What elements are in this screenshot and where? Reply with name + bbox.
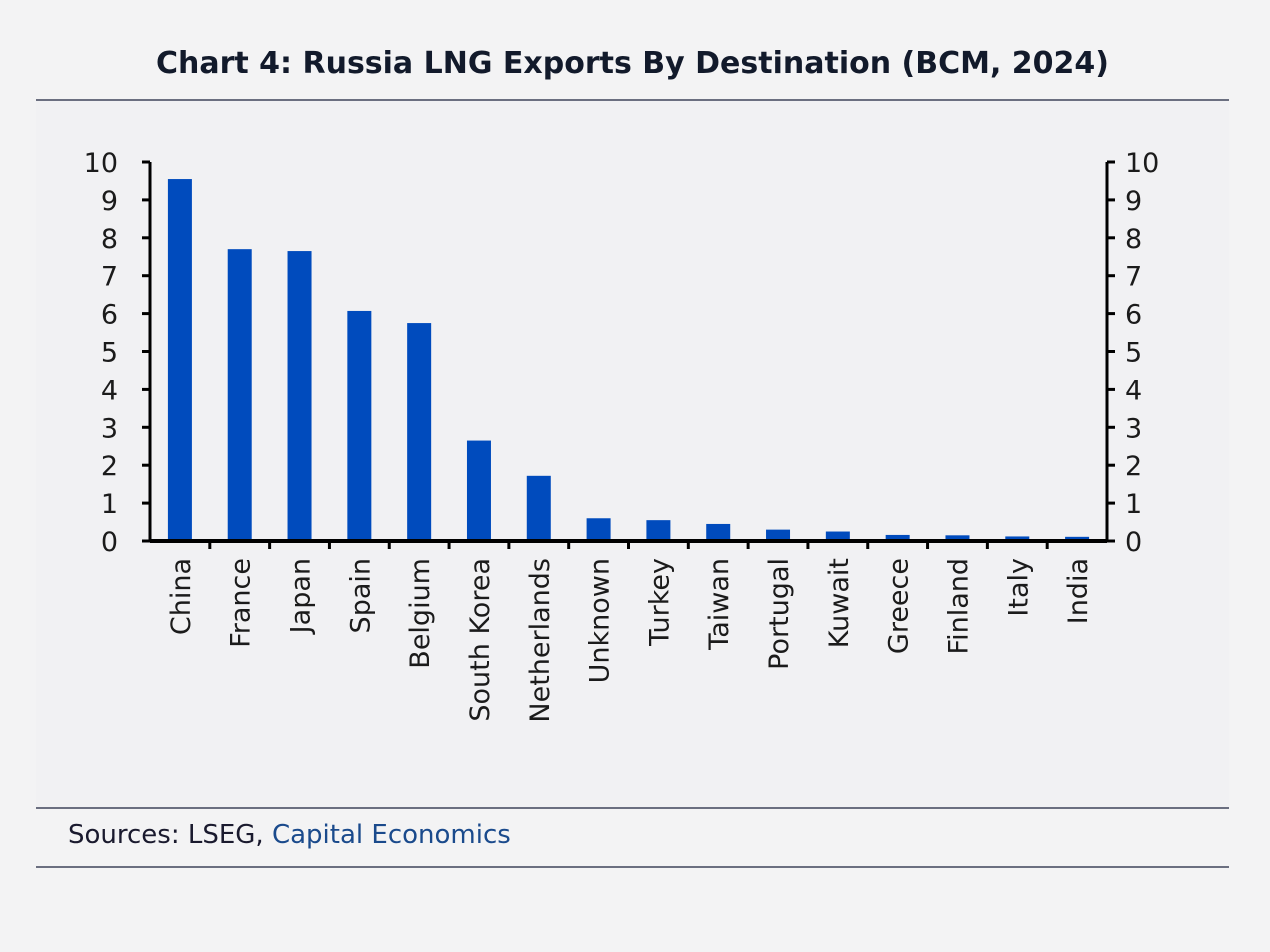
x-category-label: France bbox=[226, 558, 257, 648]
bar-belgium bbox=[407, 323, 432, 541]
x-category-label: Belgium bbox=[405, 558, 436, 669]
y-tick-label-left: 9 bbox=[101, 186, 118, 217]
bar-france bbox=[227, 249, 252, 542]
bar-japan bbox=[287, 251, 312, 541]
y-tick-label-right: 4 bbox=[1125, 375, 1142, 406]
x-category-label: India bbox=[1063, 558, 1094, 624]
x-category-label: Unknown bbox=[585, 558, 616, 683]
source-note: Sources: LSEG, Capital Economics bbox=[68, 820, 511, 850]
y-tick-label-right: 7 bbox=[1125, 262, 1142, 293]
source-brand-link[interactable]: Capital Economics bbox=[271, 820, 511, 850]
bar-italy bbox=[1005, 536, 1030, 541]
bottom-divider bbox=[36, 866, 1229, 868]
y-tick-label-left: 7 bbox=[101, 262, 118, 293]
bar-portugal bbox=[766, 529, 791, 541]
y-tick-label-left: 8 bbox=[101, 224, 118, 255]
x-category-label: Turkey bbox=[644, 558, 675, 647]
y-tick-label-right: 0 bbox=[1125, 527, 1142, 558]
bar-india bbox=[1065, 536, 1090, 541]
source-top-divider bbox=[36, 807, 1229, 809]
x-category-label: China bbox=[166, 558, 197, 635]
source-prefix: Sources: LSEG, bbox=[68, 820, 272, 850]
y-tick-label-left: 5 bbox=[101, 338, 118, 369]
chart-area: 0 0 1 1 2 2 3 3 4 4 5 5 6 6 7 7 8 8 9 9 10 10 China France Japan… bbox=[36, 101, 1229, 807]
bar-spain bbox=[347, 310, 372, 541]
y-tick-label-right: 10 bbox=[1125, 148, 1159, 179]
bar-chart: 0 0 1 1 2 2 3 3 4 4 5 5 6 6 7 7 8 8 9 9 10 10 China France Japan… bbox=[84, 148, 1160, 723]
bar-turkey bbox=[646, 520, 671, 541]
chart-title: Chart 4: Russia LNG Exports By Destinati… bbox=[155, 46, 1110, 81]
bar-taiwan bbox=[706, 523, 731, 541]
y-tick-label-left: 4 bbox=[101, 375, 118, 406]
x-category-label: Greece bbox=[884, 558, 915, 654]
y-tick-label-left: 10 bbox=[84, 148, 118, 179]
x-category-label: Portugal bbox=[764, 558, 795, 670]
y-tick-label-right: 5 bbox=[1125, 338, 1142, 369]
y-tick-label-left: 2 bbox=[101, 451, 118, 482]
y-tick-label-right: 3 bbox=[1125, 413, 1142, 444]
x-category-label: Spain bbox=[345, 558, 376, 633]
bar-south-korea bbox=[466, 440, 491, 541]
y-tick-label-left: 0 bbox=[101, 527, 118, 558]
x-category-label: Finland bbox=[943, 558, 974, 654]
y-tick-label-left: 6 bbox=[101, 300, 118, 331]
x-category-label: South Korea bbox=[465, 558, 496, 722]
top-divider bbox=[36, 99, 1229, 101]
x-category-label: Italy bbox=[1003, 558, 1034, 617]
bar-china bbox=[167, 179, 192, 541]
x-category-label: Japan bbox=[286, 558, 317, 635]
y-tick-label-right: 1 bbox=[1125, 489, 1142, 520]
y-tick-label-left: 3 bbox=[101, 413, 118, 444]
bar-unknown bbox=[586, 518, 611, 541]
bar-netherlands bbox=[526, 475, 551, 541]
y-tick-label-right: 8 bbox=[1125, 224, 1142, 255]
y-tick-label-left: 1 bbox=[101, 489, 118, 520]
y-tick-label-right: 2 bbox=[1125, 451, 1142, 482]
y-tick-label-right: 6 bbox=[1125, 300, 1142, 331]
x-category-label: Kuwait bbox=[824, 558, 855, 648]
bar-finland bbox=[945, 535, 970, 541]
x-category-label: Netherlands bbox=[525, 558, 556, 723]
y-tick-label-right: 9 bbox=[1125, 186, 1142, 217]
x-category-label: Taiwan bbox=[704, 558, 735, 651]
bar-kuwait bbox=[825, 531, 850, 541]
bar-greece bbox=[885, 534, 910, 541]
